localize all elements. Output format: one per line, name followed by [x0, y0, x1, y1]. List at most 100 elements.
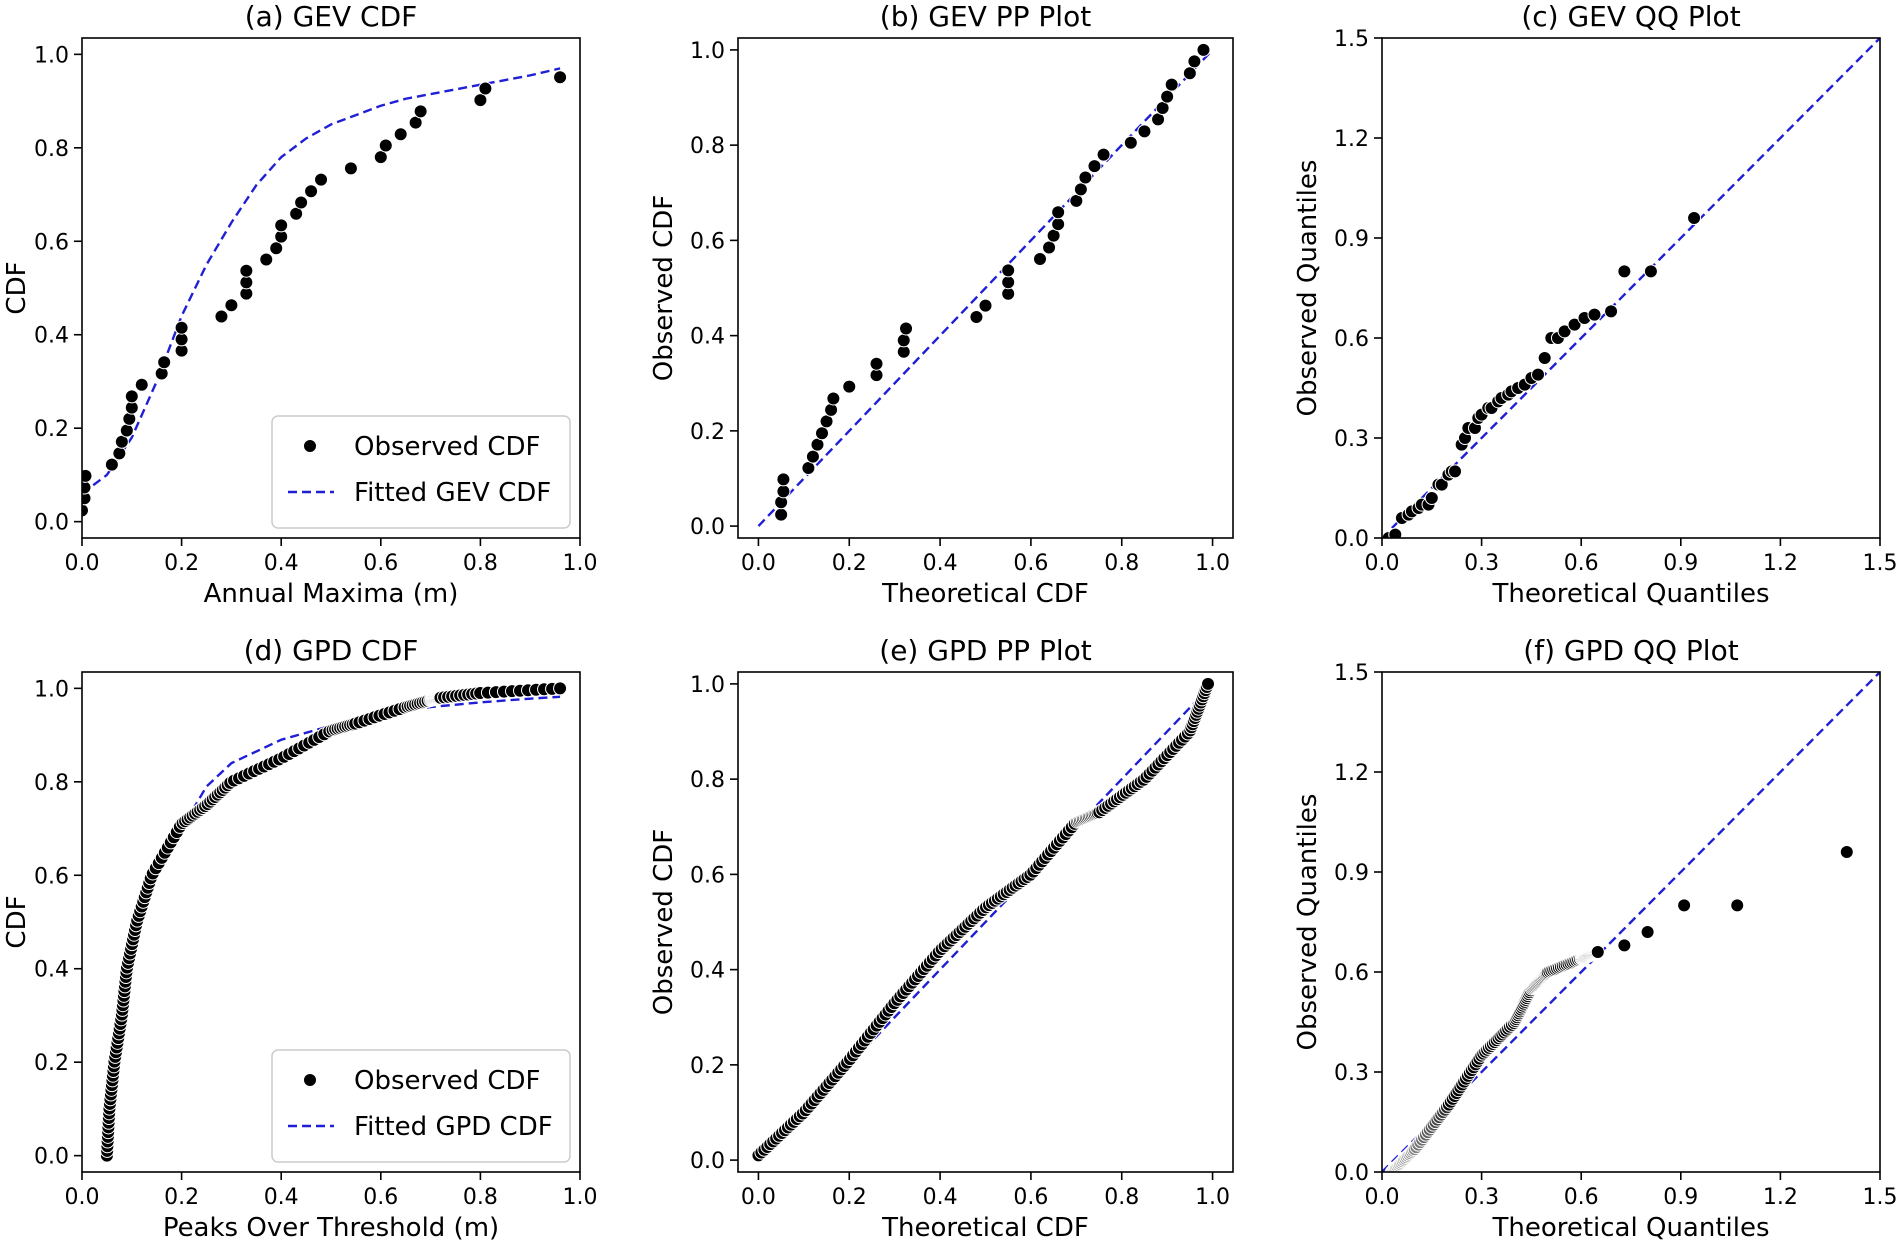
data-point	[294, 195, 309, 210]
y-axis-label: Observed Quantiles	[1293, 160, 1323, 417]
chart-title: (c) GEV QQ Plot	[1521, 0, 1740, 33]
y-tick-label: 0.8	[690, 134, 725, 159]
data-point	[314, 172, 329, 187]
chart-title: (e) GPD PP Plot	[879, 634, 1091, 667]
data-point	[373, 150, 388, 165]
y-axis-label: Observed CDF	[649, 195, 679, 381]
data-point	[1137, 124, 1152, 139]
data-point	[1587, 307, 1602, 322]
x-tick-label: 0.6	[363, 551, 398, 576]
y-tick-label: 0.2	[690, 1054, 725, 1079]
data-point	[378, 138, 393, 153]
plot-area	[1382, 38, 1880, 538]
data-point	[1531, 367, 1546, 382]
data-point	[1537, 351, 1552, 365]
chart-c: (c) GEV QQ Plot 0.0 0.3 0.6 0.9 1.2 1.5 0.0 0.3 0…	[1293, 0, 1898, 609]
data-point	[815, 426, 830, 441]
data-point	[174, 332, 189, 347]
y-tick-label: 0.6	[690, 863, 725, 888]
chart-b: (b) GEV PP Plot 0.0 0.2 0.4 0.6 0.8 1.0 0.0 0.2 0…	[649, 0, 1234, 609]
x-tick-label: 0.6	[363, 1185, 398, 1210]
data-point	[214, 309, 229, 324]
plot-area	[751, 676, 1216, 1163]
y-tick-label: 0.2	[690, 420, 725, 445]
fitted-line	[757, 683, 1214, 1161]
y-tick-label: 1.2	[1334, 761, 1369, 786]
data-point	[393, 127, 408, 142]
x-tick-label: 0.4	[264, 551, 299, 576]
legend: Observed CDF Fitted GEV CDF	[271, 415, 571, 529]
y-tick-label: 0.8	[34, 137, 69, 162]
data-point	[1160, 89, 1175, 104]
x-tick-label: 0.8	[463, 551, 498, 576]
legend-label-observed: Observed CDF	[354, 1066, 540, 1096]
y-tick-label: 0.9	[1334, 861, 1369, 886]
data-point	[1617, 938, 1632, 953]
y-tick-label: 1.5	[1334, 661, 1369, 686]
data-point	[1730, 898, 1745, 913]
axes-frame	[81, 37, 581, 539]
axes-frame	[737, 37, 1234, 539]
y-tick-label: 0.6	[34, 864, 69, 889]
axes-frame	[737, 671, 1234, 1173]
data-point	[274, 218, 289, 233]
x-tick-label: 0.4	[923, 551, 958, 576]
y-tick-label: 0.0	[1334, 527, 1369, 552]
chart-d: (d) GPD CDF 0.0 0.2 0.4 0.6 0.8 1.0 0.0 0.2 0.4 0.…	[2, 634, 598, 1241]
data-point	[478, 81, 493, 96]
data-point	[239, 275, 254, 290]
data-point	[1448, 464, 1463, 479]
data-point	[82, 468, 93, 483]
data-point	[112, 446, 127, 461]
data-point	[124, 389, 139, 404]
x-tick-label: 0.8	[1104, 551, 1139, 576]
x-tick-label: 0.0	[1365, 1185, 1400, 1210]
data-point	[82, 480, 92, 495]
x-tick-label: 0.8	[1104, 1185, 1139, 1210]
data-point	[1617, 264, 1632, 279]
x-axis-label: Theoretical CDF	[881, 1213, 1089, 1241]
axes-frame	[1381, 671, 1881, 1173]
data-point	[1087, 159, 1102, 174]
x-tick-label: 0.6	[1564, 1185, 1599, 1210]
data-point	[776, 472, 791, 487]
y-tick-label: 0.3	[1334, 1061, 1369, 1086]
x-tick-label: 0.0	[65, 551, 100, 576]
legend-label-fitted: Fitted GPD CDF	[354, 1112, 553, 1142]
y-tick-label: 1.5	[1334, 27, 1369, 52]
data-point	[826, 391, 841, 406]
data-point	[805, 449, 820, 464]
chart-a: (a) GEV CDF 0.0 0.2 0.4 0.6 0.8 1.0 0.0 0.2 0.4 0.…	[2, 0, 598, 609]
fitted-line	[82, 67, 561, 495]
x-axis-label: Theoretical CDF	[881, 579, 1089, 609]
y-tick-label: 0.4	[690, 959, 725, 984]
fitted-line	[757, 49, 1214, 527]
y-tick-label: 0.0	[1334, 1161, 1369, 1186]
y-tick-label: 0.4	[690, 325, 725, 350]
x-tick-label: 1.5	[1863, 1185, 1898, 1210]
data-point	[1640, 925, 1655, 939]
y-tick-label: 0.0	[690, 1149, 725, 1174]
data-point	[1187, 54, 1202, 69]
chart-title: (d) GPD CDF	[244, 634, 419, 667]
x-tick-label: 0.2	[164, 1185, 199, 1210]
x-tick-label: 1.5	[1863, 551, 1898, 576]
y-tick-label: 0.4	[34, 958, 69, 983]
data-point	[553, 681, 568, 696]
data-point	[1123, 135, 1138, 150]
data-point	[869, 356, 884, 371]
x-tick-label: 1.0	[563, 1185, 598, 1210]
x-tick-label: 1.0	[1195, 551, 1230, 576]
axes-frame	[81, 671, 581, 1173]
data-point	[1182, 66, 1197, 81]
x-tick-label: 0.3	[1464, 1185, 1499, 1210]
data-point	[473, 93, 488, 108]
x-tick-label: 0.0	[741, 551, 776, 576]
y-tick-label: 1.2	[1334, 127, 1369, 152]
x-tick-label: 0.4	[923, 1185, 958, 1210]
data-point	[1677, 898, 1692, 913]
y-tick-label: 0.2	[34, 1051, 69, 1076]
data-point	[134, 377, 149, 392]
chart-title: (b) GEV PP Plot	[880, 0, 1091, 33]
